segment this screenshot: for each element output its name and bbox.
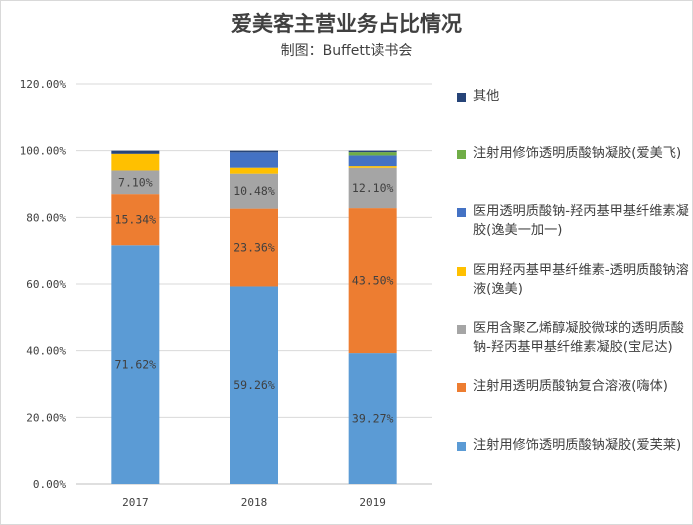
bar-segment [111,245,160,484]
x-axis-ticks: 2017 2018 2019 [122,496,386,509]
bar-segment [111,153,160,171]
bar-segment [348,166,397,168]
chart-title: 爱美客主营业务占比情况 [231,12,462,36]
data-label: 10.48% [233,184,275,198]
bar-segment [230,150,278,153]
bar-segment [348,152,397,156]
bar-segment [111,150,160,154]
bar-segment [230,167,278,174]
bar-segment [230,208,278,287]
legend-label: 医用羟丙基甲基纤维素-透明质酸钠溶液(逸美) [473,263,689,297]
bar-segment [348,353,397,484]
legend-swatch [457,93,466,102]
y-tick-label: 120.00% [20,78,67,91]
y-tick-label: 40.00% [26,345,66,358]
data-label: 23.36% [233,241,275,255]
bar-segment [230,152,278,168]
x-tick-label: 2018 [241,496,268,509]
bar-segment [348,208,397,354]
legend-swatch [457,150,466,159]
legend-swatch [457,325,466,334]
legend-swatch [457,442,466,451]
bar-segment [230,173,278,209]
data-label: 7.10% [118,175,153,189]
y-tick-label: 60.00% [26,278,66,291]
bar-segment [348,150,397,153]
bar-segment [230,286,278,484]
legend-label: 注射用修饰透明质酸钠凝胶(爱芙莱) [473,438,682,453]
bars [111,150,397,484]
bar-segment [348,167,397,209]
data-label: 15.34% [115,213,157,227]
y-tick-label: 100.00% [20,145,67,158]
data-label: 59.26% [233,378,275,392]
legend-label: 注射用修饰透明质酸钠凝胶(爱美飞) [473,146,682,161]
data-label: 71.62% [115,358,157,372]
data-label: 12.10% [352,181,394,195]
legend-label: 注射用透明质酸钠复合溶液(嗨体) [473,379,668,394]
bar-segment [111,170,160,195]
legend-swatch [457,267,466,276]
bar-segment [111,194,160,246]
legend-swatch [457,383,466,392]
y-axis-ticks: 0.00% 20.00% 40.00% 60.00% 80.00% 100.00% 120.… [20,78,67,491]
y-tick-label: 20.00% [26,411,66,424]
legend-label: 医用含聚乙烯醇凝胶微球的透明质酸钠-羟丙基甲基纤维素凝胶(宝尼达) [473,321,684,355]
x-tick-label: 2017 [122,496,149,509]
chart-subtitle: 制图：Buffett读书会 [280,43,413,59]
legend-swatch [457,208,466,217]
y-tick-label: 80.00% [26,211,66,224]
y-tick-label: 0.00% [33,478,66,491]
data-label: 43.50% [352,274,394,288]
data-labels: 71.62% 15.34% 7.10% 59.26% 23.36% 10.48% 39.27… [115,175,394,425]
data-label: 39.27% [352,412,394,426]
x-tick-label: 2019 [359,496,386,509]
legend-label: 医用透明质酸钠-羟丙基甲基纤维素凝胶(逸美一加一) [473,204,689,238]
legend-label: 其他 [473,89,500,104]
bar-segment [348,155,397,167]
